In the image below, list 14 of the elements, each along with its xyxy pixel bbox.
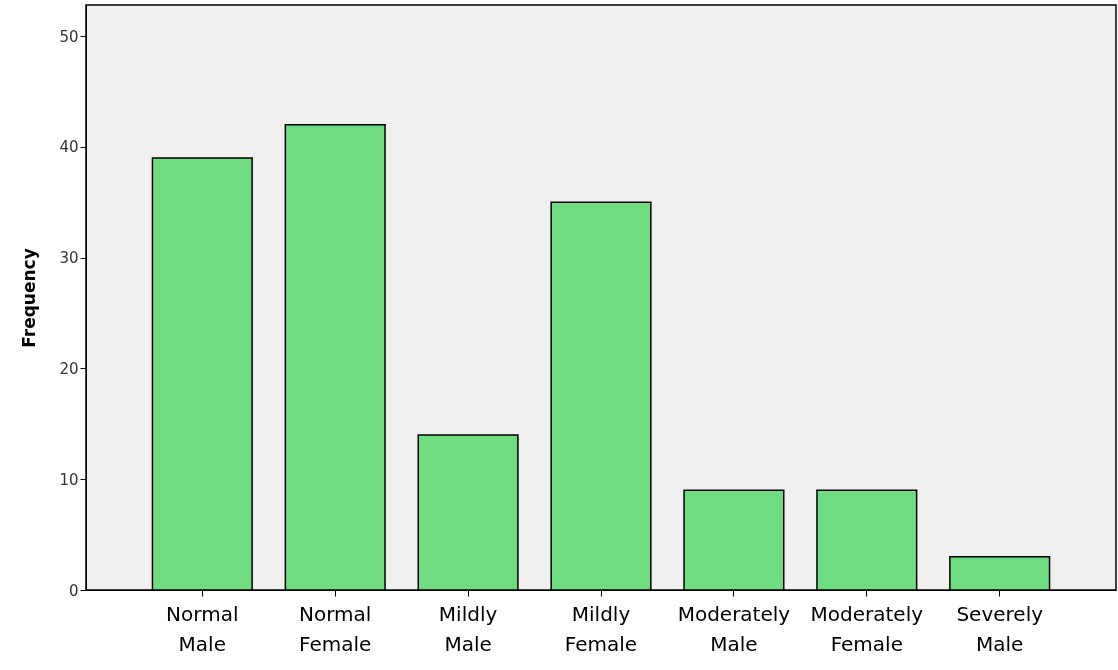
y-tick-label: 30 [59,249,79,268]
y-tick-label: 40 [59,138,79,157]
y-axis-title: Frequency [19,248,40,348]
y-tick-label: 20 [59,359,79,378]
x-tick-label: Moderately Male [677,601,791,656]
x-tick-label: Severely Male [956,601,1044,656]
x-tick-label: Mildly Male [438,601,498,656]
y-tick-label: 10 [59,470,79,489]
x-tick-label: Normal Female [299,601,372,656]
x-tick-label: Moderately Female [810,601,924,656]
y-tick-label: 50 [59,27,79,46]
y-tick-label: 0 [68,581,79,600]
x-tick-label: Normal Male [166,601,239,656]
x-tick-label: Mildly Female [564,601,638,656]
